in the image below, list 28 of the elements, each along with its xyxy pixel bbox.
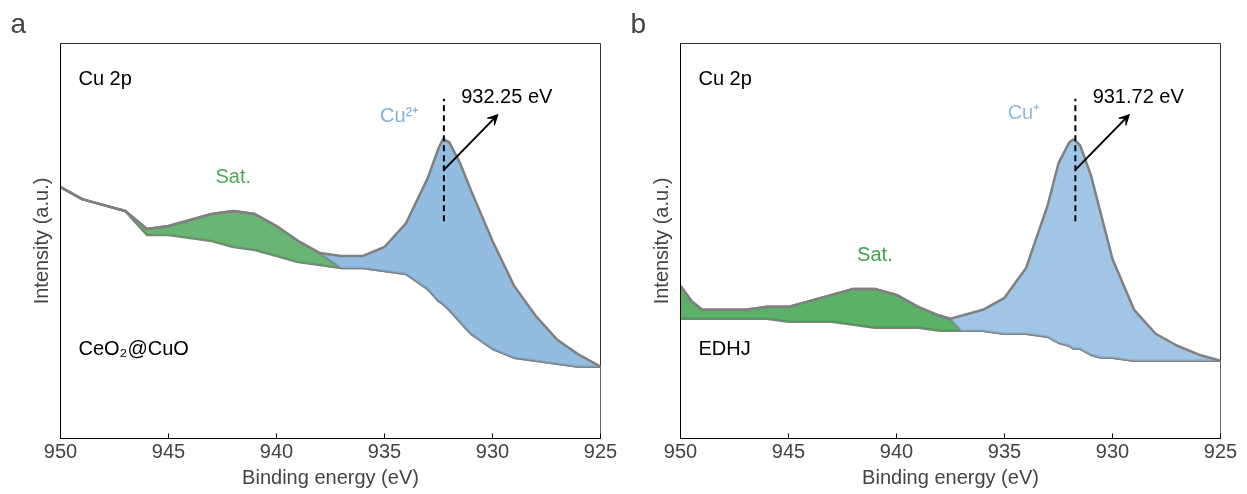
annotation: Sat. (215, 165, 252, 188)
x-axis-title: Binding energy (eV) (242, 465, 419, 488)
x-tick-label: 945 (771, 439, 806, 462)
y-axis-title: Intensity (a.u.) (649, 177, 672, 305)
annotation: EDHJ (698, 336, 751, 359)
x-tick-label: 930 (1095, 439, 1130, 462)
x-tick-label: 940 (879, 439, 914, 462)
chart-subtitle: Cu 2p (698, 66, 752, 89)
x-tick-label: 925 (1203, 439, 1238, 462)
annotation: CeO₂@CuO (78, 336, 189, 359)
text: Cu²⁺ (380, 104, 420, 127)
y-axis-title: Intensity (a.u.) (29, 177, 52, 305)
x-tick-label: 940 (259, 439, 294, 462)
x-tick-label: 925 (583, 439, 618, 462)
x-tick-label: 935 (367, 439, 402, 462)
x-tick-label: 950 (43, 439, 78, 462)
x-tick-label: 950 (663, 439, 698, 462)
chart-title: a (10, 7, 27, 39)
annotation: Sat. (857, 243, 893, 266)
x-tick-label: 930 (475, 439, 510, 462)
x-tick-label: 945 (151, 439, 186, 462)
text: Cu⁺ (1007, 101, 1041, 124)
chart-title: b (630, 7, 647, 39)
x-axis-title: Binding energy (eV) (862, 465, 1039, 488)
ref-line-label: 932.25 eV (461, 84, 554, 107)
chart-subtitle: Cu 2p (78, 66, 132, 89)
x-tick-label: 935 (987, 439, 1022, 462)
ref-line-label: 931.72 eV (1092, 84, 1185, 107)
